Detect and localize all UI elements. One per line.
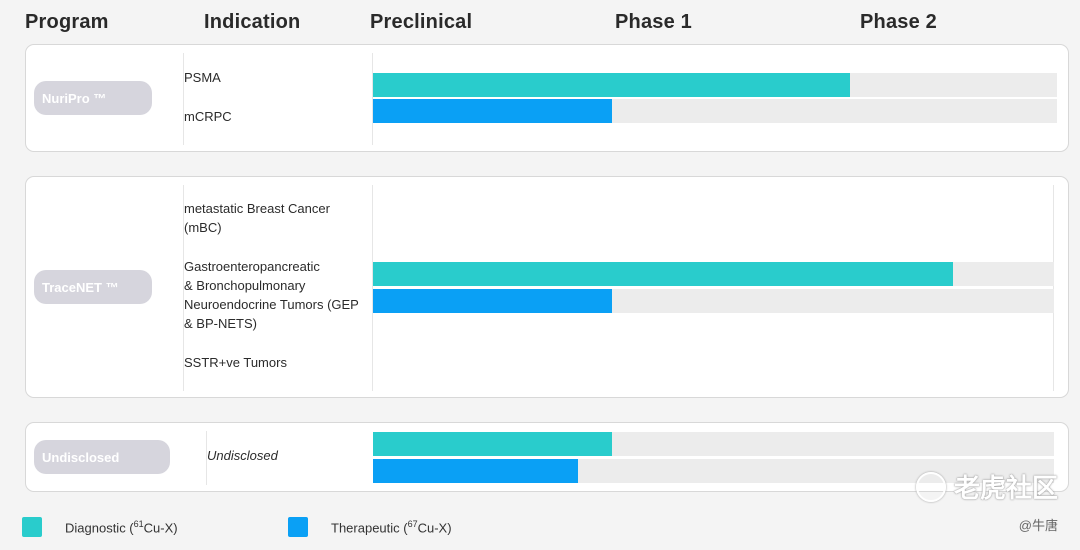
indication-gep-nets: Gastroenteropancreatic & Bronchopulmonar…: [184, 259, 359, 331]
legend-diagnostic-label: Diagnostic (61Cu-X): [65, 519, 178, 536]
program-panel-tracenet: TraceNET ™ metastatic Breast Cancer (mBC…: [25, 176, 1069, 398]
bar-therapeutic-0: [373, 99, 612, 123]
indication-undisclosed: Undisclosed: [207, 448, 278, 463]
watermark-logo: 老虎社区: [915, 468, 1058, 505]
divider: [372, 185, 373, 391]
bar-diagnostic-0: [373, 73, 850, 97]
indication-mbc: metastatic Breast Cancer (mBC): [184, 201, 330, 235]
bar-diagnostic-2: [373, 432, 612, 456]
divider: [1053, 185, 1054, 391]
legend-therapeutic-label: Therapeutic (67Cu-X): [331, 519, 452, 536]
indication-psma: PSMA: [184, 70, 221, 85]
header-program: Program: [25, 11, 109, 33]
bar-diagnostic-1: [373, 262, 953, 286]
watermark-user: @牛唐: [1018, 518, 1058, 533]
divider: [183, 185, 184, 391]
divider: [183, 53, 184, 145]
legend-therapeutic-swatch: [288, 517, 308, 537]
legend-diagnostic-swatch: [22, 517, 42, 537]
program-pill-nuripro: NuriPro ™: [34, 81, 152, 115]
watermark-circle-icon: [915, 471, 946, 502]
bar-therapeutic-2: [373, 459, 578, 483]
program-pill-undisclosed: Undisclosed: [34, 440, 170, 474]
divider: [206, 431, 207, 485]
program-panel-nuripro: NuriPro ™ PSMA mCRPC: [25, 44, 1069, 152]
header-indication: Indication: [204, 11, 301, 33]
watermark-logo-text: 老虎社区: [953, 473, 1058, 503]
indication-sstr: SSTR+ve Tumors: [184, 355, 287, 370]
indication-mcrpc: mCRPC: [184, 109, 232, 124]
program-pill-tracenet: TraceNET ™: [34, 270, 152, 304]
bar-therapeutic-1: [373, 289, 612, 313]
divider: [372, 53, 373, 145]
header-phase1: Phase 1: [615, 11, 693, 33]
header-preclinical: Preclinical: [370, 11, 473, 33]
header-phase2: Phase 2: [860, 11, 938, 33]
